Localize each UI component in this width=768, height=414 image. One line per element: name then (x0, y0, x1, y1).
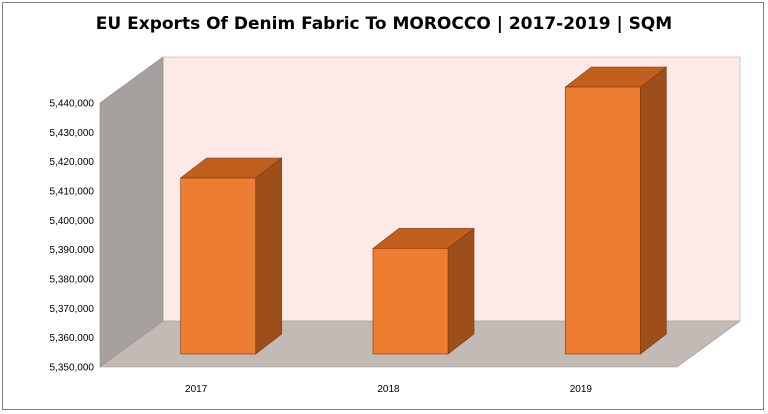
y-tick-label: 5,410,000 (50, 187, 95, 198)
x-tick-label: 2018 (377, 384, 400, 395)
bar-2019 (564, 66, 668, 355)
bar-side-face (447, 227, 475, 355)
y-tick-label: 5,380,000 (50, 275, 95, 286)
x-tick-label: 2017 (185, 384, 208, 395)
y-tick-label: 5,420,000 (50, 157, 95, 168)
bar-front-face (565, 86, 641, 355)
x-tick-label: 2019 (570, 384, 593, 395)
y-axis: 5,350,000 5,360,000 5,370,000 5,380,000 5,39… (50, 99, 95, 374)
y-tick-label: 5,360,000 (50, 333, 95, 344)
y-tick-label: 5,370,000 (50, 304, 95, 315)
bars (179, 66, 668, 355)
y-tick-label: 5,390,000 (50, 245, 95, 256)
bar-side-face (640, 66, 667, 355)
y-tick-label: 5,350,000 (50, 363, 95, 374)
side-wall (99, 56, 164, 368)
bar-front-face (372, 248, 449, 355)
bar-2017 (179, 157, 283, 355)
bar-2018 (372, 227, 475, 355)
bar-front-face (180, 177, 256, 355)
y-tick-label: 5,430,000 (50, 128, 95, 139)
y-tick-label: 5,400,000 (50, 216, 95, 227)
y-tick-label: 5,440,000 (50, 99, 95, 110)
x-axis: 2017 2018 2019 (185, 384, 592, 395)
bar-side-face (255, 157, 282, 355)
chart-title: EU Exports Of Denim Fabric To MOROCCO | … (95, 14, 673, 34)
